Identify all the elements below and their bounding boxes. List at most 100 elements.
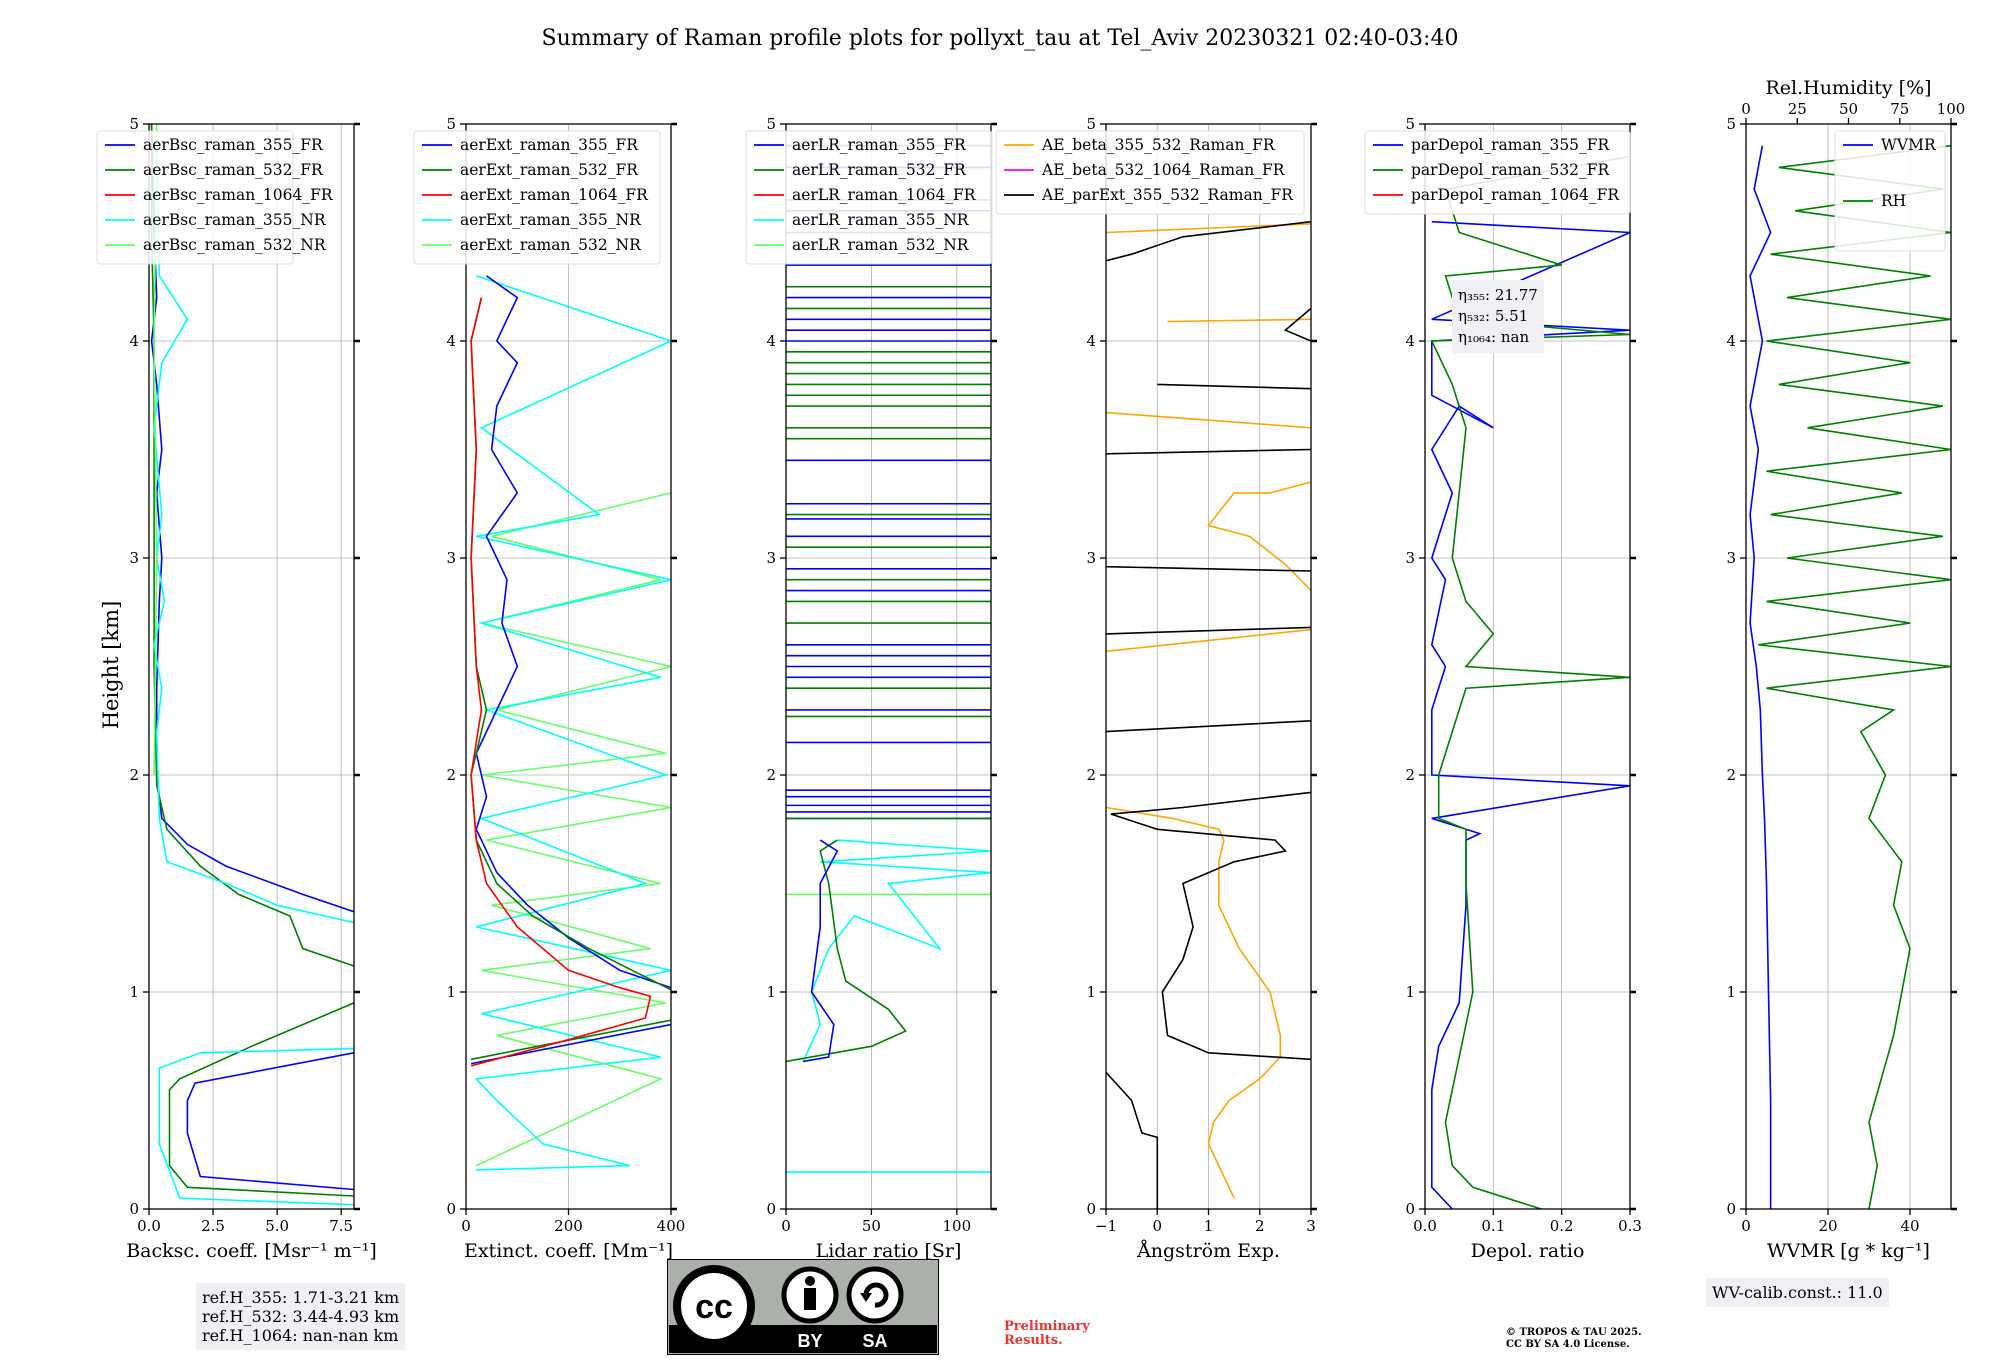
eta-355: η₃₅₅: 21.77 — [1458, 286, 1538, 304]
x2-tick-label: 50 — [1839, 100, 1858, 118]
y-tick-label: 0 — [446, 1200, 456, 1218]
figure-title: Summary of Raman profile plots for polly… — [542, 26, 1459, 51]
legend-entry: aerBsc_raman_532_NR — [143, 236, 327, 254]
series-line — [1110, 791, 1311, 1061]
eta-532: η₅₃₂: 5.51 — [1458, 307, 1529, 325]
legend-box — [1834, 130, 1946, 252]
legend-entry: AE_beta_532_1064_Raman_FR — [1041, 161, 1286, 179]
wv-calib-const: WV-calib.const.: 11.0 — [1712, 1283, 1883, 1302]
series-group — [150, 124, 354, 1206]
series-line — [470, 297, 652, 1067]
series-line — [1749, 145, 1772, 1209]
y-tick-label: 1 — [1726, 983, 1736, 1001]
legend-box — [413, 130, 661, 265]
series-line — [786, 839, 907, 1063]
legend-entry: aerExt_raman_532_FR — [460, 161, 639, 179]
y-tick-label: 3 — [446, 549, 456, 567]
x-tick-label: 7.5 — [329, 1217, 353, 1235]
series-line — [475, 275, 671, 989]
series-line — [1106, 626, 1311, 635]
y-tick-label: 3 — [766, 549, 776, 567]
legend-entry: AE_parExt_355_532_Raman_FR — [1041, 186, 1294, 204]
series-line — [186, 1052, 354, 1191]
panel-bsc: 0 1 2 3 4 5 0.0 2.5 5.0 7.5 Backsc. coeff. [Msr⁻¹ … — [96, 115, 377, 1262]
y-tick-label: 5 — [1405, 115, 1415, 133]
y-tick-label: 0 — [1086, 1200, 1096, 1218]
y-tick-label: 2 — [446, 766, 456, 784]
y-tick-label: 4 — [1726, 332, 1736, 350]
legend-entry: parDepol_raman_355_FR — [1411, 136, 1611, 154]
copyright-line-1: © TROPOS & TAU 2025. — [1506, 1327, 1642, 1338]
y-tick-label: 0 — [1405, 1200, 1415, 1218]
x-tick-label: 40 — [1900, 1217, 1919, 1235]
panel-ext: 0 1 2 3 4 5 0 200 400 Extinct. coeff. [Mm⁻¹] aerEx… — [413, 115, 685, 1262]
legend-entry: aerBsc_raman_1064_FR — [143, 186, 334, 204]
x-tick-label: 0 — [1741, 1217, 1751, 1235]
series-line — [1283, 307, 1311, 342]
y-tick-label: 2 — [766, 766, 776, 784]
x-tick-label: 2.5 — [201, 1217, 225, 1235]
x-tick-label: 100 — [943, 1217, 972, 1235]
ref-height-355: ref.H_355: 1.71-3.21 km — [202, 1288, 400, 1307]
series-line — [1106, 628, 1311, 653]
y-tick-label: 5 — [1086, 115, 1096, 133]
legend-entry: aerLR_raman_355_NR — [792, 211, 970, 229]
series-group — [1106, 220, 1311, 1209]
series-group — [470, 275, 671, 1171]
y-axis-label: Height [km] — [99, 601, 123, 730]
series-line — [802, 839, 839, 1063]
y-tick-label: 4 — [1086, 332, 1096, 350]
y-tick-label: 1 — [1086, 983, 1096, 1001]
x-tick-label: 0.3 — [1618, 1217, 1642, 1235]
x-tick-label: 3 — [1306, 1217, 1316, 1235]
y-tick-label: 1 — [1405, 983, 1415, 1001]
y-tick-label: 2 — [1726, 766, 1736, 784]
series-line — [1106, 1071, 1159, 1209]
legend-entry: aerExt_raman_1064_FR — [460, 186, 649, 204]
legend-entry: aerLR_raman_532_NR — [792, 236, 970, 254]
y-tick-label: 0 — [129, 1200, 139, 1218]
x-axis-label: Ångström Exp. — [1136, 1240, 1280, 1262]
reference-height-box: ref.H_355: 1.71-3.21 km ref.H_532: 3.44-… — [196, 1283, 406, 1350]
x-tick-label: 2 — [1255, 1217, 1265, 1235]
y-tick-label: 2 — [1086, 766, 1096, 784]
series-line — [1106, 565, 1311, 572]
legend-box — [745, 130, 993, 265]
x2-tick-label: 0 — [1741, 100, 1751, 118]
legend-entry: aerLR_raman_355_FR — [792, 136, 967, 154]
series-line — [158, 1047, 354, 1206]
y-tick-label: 4 — [446, 332, 456, 350]
by-label: BY — [797, 1331, 822, 1351]
eta-box: η₃₅₅: 21.77 η₅₃₂: 5.51 η₁₀₆₄: nan — [1452, 280, 1544, 353]
sa-label: SA — [862, 1331, 887, 1351]
y-tick-label: 0 — [766, 1200, 776, 1218]
y-tick-label: 4 — [129, 332, 139, 350]
x-axis-label: WVMR [g * kg⁻¹] — [1767, 1240, 1930, 1262]
x-tick-label: 0 — [461, 1217, 471, 1235]
y-tick-label: 1 — [129, 983, 139, 1001]
y-tick-label: 1 — [766, 983, 776, 1001]
cc-letters: cc — [695, 1288, 733, 1326]
series-group — [786, 144, 991, 1173]
copyright-line-2: CC BY SA 4.0 License. — [1506, 1339, 1630, 1350]
x-tick-label: 1 — [1204, 1217, 1214, 1235]
series-line — [1157, 383, 1311, 390]
legend-box — [1364, 130, 1631, 215]
x-tick-label: 200 — [554, 1217, 583, 1235]
preliminary-line-1: Preliminary — [1004, 1319, 1090, 1334]
y-tick-label: 3 — [1086, 549, 1096, 567]
panel-frame — [1424, 123, 1631, 1210]
x-tick-label: 0.0 — [1413, 1217, 1437, 1235]
legend-box — [995, 130, 1305, 215]
copyright-note: © TROPOS & TAU 2025. CC BY SA 4.0 Licens… — [1506, 1327, 1642, 1351]
y-tick-label: 2 — [1405, 766, 1415, 784]
panel-frame — [148, 123, 355, 1210]
y-tick-label: 5 — [1726, 115, 1736, 133]
series-line — [153, 145, 354, 924]
x-tick-label: 5.0 — [265, 1217, 289, 1235]
y-tick-label: 5 — [446, 115, 456, 133]
panel-depol: 0 1 2 3 4 5 0.0 0.1 0.2 0.3 Depol. ratio parDepol_r… — [1364, 115, 1642, 1262]
